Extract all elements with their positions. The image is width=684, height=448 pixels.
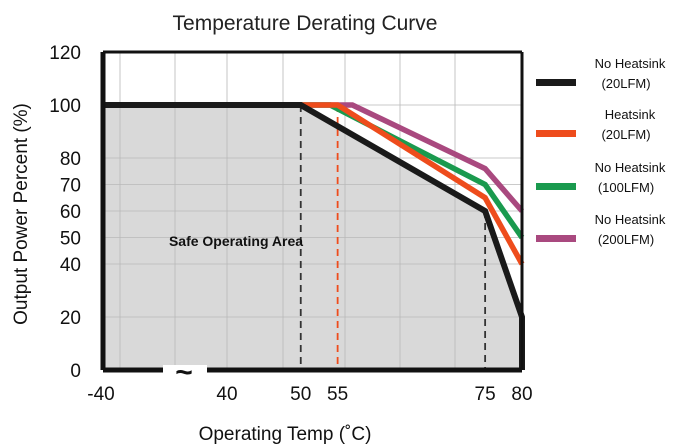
x-tick-label: 40 xyxy=(216,384,237,405)
legend-swatch xyxy=(536,130,576,137)
safe-operating-area-label: Safe Operating Area xyxy=(169,233,303,249)
y-axis-label: Output Power Percent (%) xyxy=(11,103,32,325)
x-tick-label: 50 xyxy=(290,384,311,405)
x-tick-label: -40 xyxy=(87,384,114,405)
legend: No Heatsink (20LFM) Heatsink (20LFM) No Heat… xyxy=(536,56,666,247)
x-axis-label: Operating Temp (˚C) xyxy=(199,424,372,445)
plot-area: 0 20 40 50 60 70 80 100 120 -40 40 50 55 75 80 xyxy=(49,43,532,405)
legend-sublabel: (20LFM) xyxy=(601,76,650,91)
series-line xyxy=(300,102,525,266)
y-tick-label: 50 xyxy=(60,229,81,250)
x-tick-label: 75 xyxy=(475,384,496,405)
y-tick-label: 80 xyxy=(60,149,81,170)
legend-sublabel: (20LFM) xyxy=(601,127,650,142)
legend-swatch xyxy=(536,235,576,242)
y-tick-label: 0 xyxy=(70,361,81,382)
x-tick-label: 80 xyxy=(511,384,532,405)
y-tick-label: 20 xyxy=(60,308,81,329)
legend-swatch xyxy=(536,183,576,190)
axis-break-gap xyxy=(163,365,207,375)
legend-label: Heatsink xyxy=(605,107,656,122)
legend-sublabel: (100LFM) xyxy=(598,180,654,195)
y-tick-label: 120 xyxy=(49,43,81,64)
axis-break-symbol: ~ xyxy=(175,356,193,389)
legend-label: No Heatsink xyxy=(595,160,666,175)
legend-label: No Heatsink xyxy=(595,56,666,71)
legend-swatch xyxy=(536,79,576,86)
x-tick-label: 55 xyxy=(327,384,348,405)
legend-label: No Heatsink xyxy=(595,212,666,227)
y-tick-label: 100 xyxy=(49,96,81,117)
legend-sublabel: (200LFM) xyxy=(598,232,654,247)
y-tick-label: 40 xyxy=(60,255,81,276)
chart-title: Temperature Derating Curve xyxy=(173,12,438,35)
y-tick-label: 60 xyxy=(60,202,81,223)
y-tick-label: 70 xyxy=(60,176,81,197)
